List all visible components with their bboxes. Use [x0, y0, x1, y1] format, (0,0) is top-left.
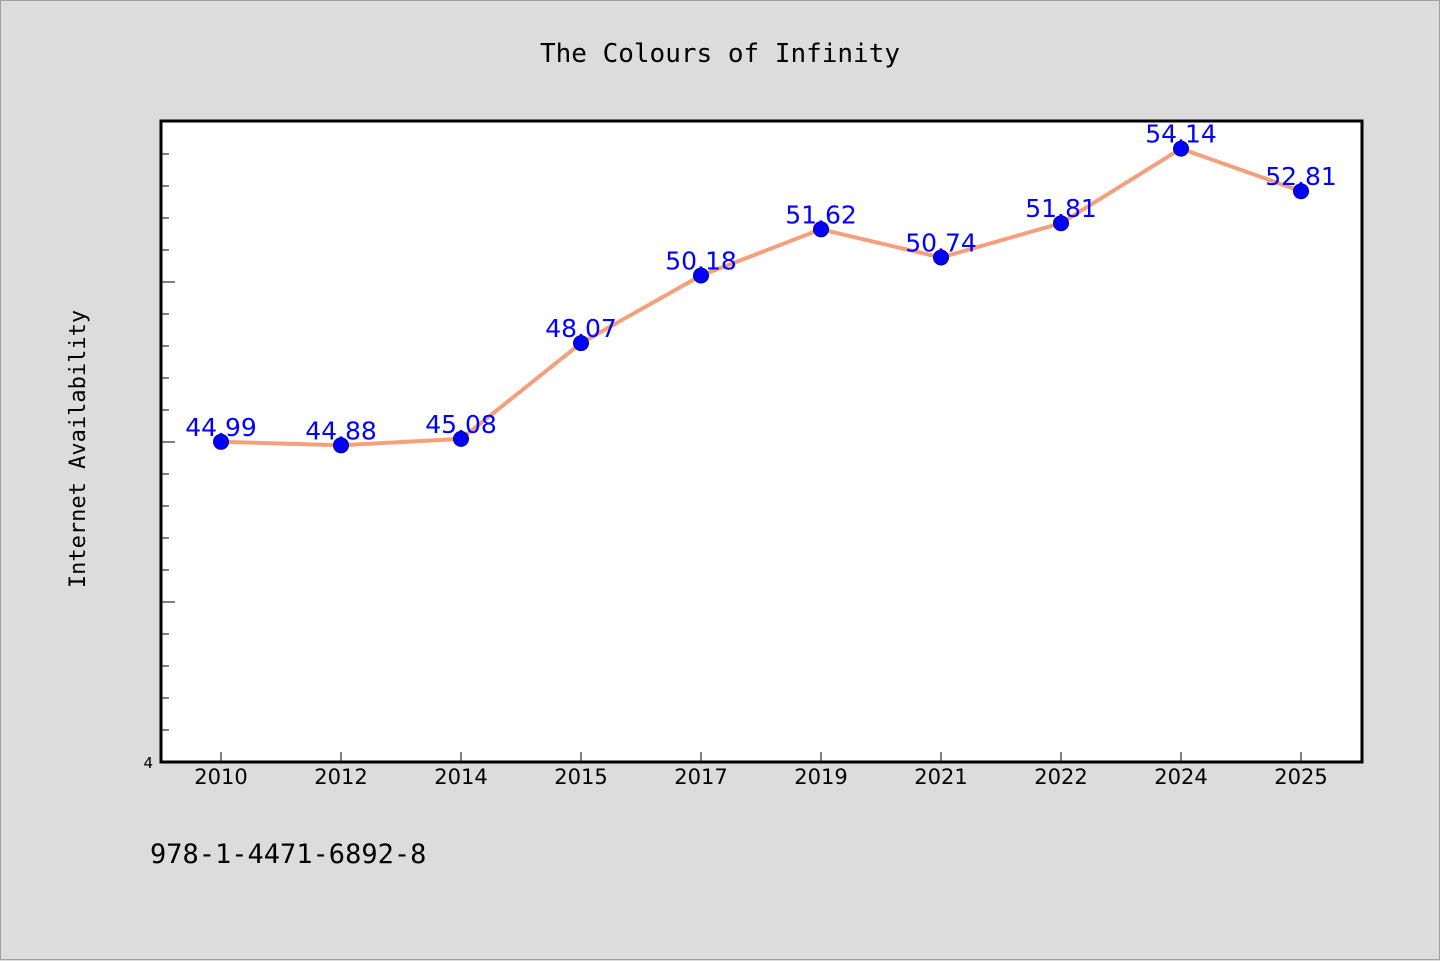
x-tick-label: 2021 [914, 765, 967, 789]
x-tick-label: 2019 [794, 765, 847, 789]
data-point [1293, 183, 1309, 200]
data-point [1173, 140, 1189, 157]
data-label: 50.18 [665, 247, 737, 276]
data-point [933, 249, 949, 266]
x-tick-label: 2014 [434, 765, 487, 789]
x-axis-tick-labels: 2010 2012 2014 2015 2017 2019 2021 2022 2024 2025 [194, 765, 1327, 789]
data-label: 44.99 [185, 413, 257, 442]
data-label: 51.62 [785, 200, 857, 229]
x-tick-label: 2015 [554, 765, 607, 789]
footnote-isbn: 978-1-4471-6892-8 [150, 839, 426, 870]
data-point [213, 433, 229, 450]
chart-title: The Colours of Infinity [540, 39, 900, 69]
y-axis-ticks [161, 153, 175, 763]
data-point [813, 221, 829, 238]
x-axis-ticks [220, 752, 1302, 762]
data-point [333, 437, 349, 454]
data-label: 51.81 [1025, 194, 1097, 223]
data-point [573, 335, 589, 352]
series-line [220, 146, 1302, 448]
x-tick-label: 2024 [1154, 765, 1207, 789]
data-point [453, 430, 469, 447]
series-markers [213, 140, 1309, 454]
data-label: 52.81 [1265, 162, 1337, 191]
x-tick-label: 2017 [674, 765, 727, 789]
x-tick-label: 2025 [1274, 765, 1327, 789]
x-tick-label: 2012 [314, 765, 367, 789]
data-point [693, 267, 709, 284]
y-tick-label: 4 [143, 754, 153, 772]
data-label: 48.07 [545, 314, 617, 343]
data-label: 50.74 [905, 229, 977, 258]
data-point [1053, 215, 1069, 232]
x-tick-label: 2022 [1034, 765, 1087, 789]
data-label: 45.08 [425, 410, 497, 439]
data-labels: 44.99 44.88 45.08 48.07 50.18 51.62 50.74 51.81… [185, 120, 1337, 446]
y-axis-label: Internet Availability [66, 310, 91, 588]
data-label: 44.88 [305, 416, 377, 445]
plot-area [159, 119, 1364, 764]
x-tick-label: 2010 [194, 765, 247, 789]
data-label: 54.14 [1145, 120, 1217, 149]
